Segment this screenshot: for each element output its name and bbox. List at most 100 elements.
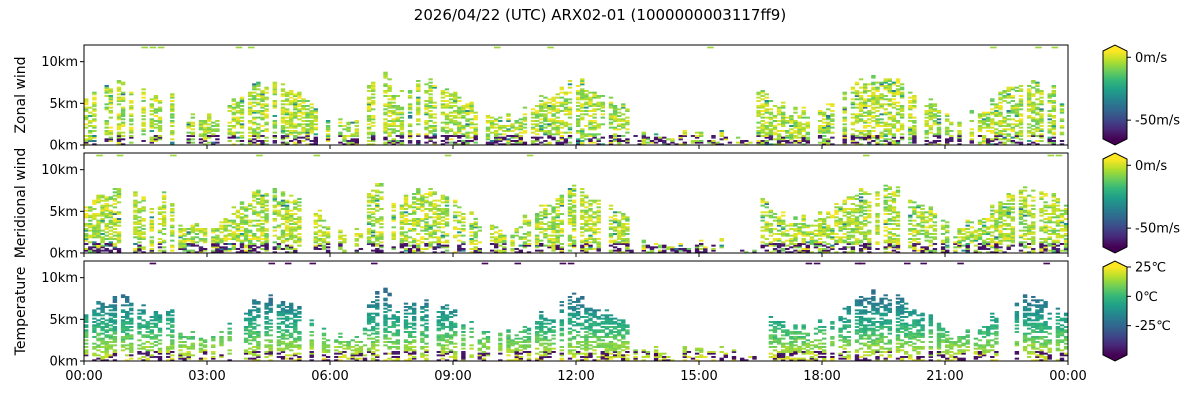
heatmap-cell [924,110,929,112]
heatmap-cell [391,121,396,124]
heatmap-cell [325,130,331,132]
heatmap-cell [428,194,433,197]
heatmap-cell [440,96,446,99]
heatmap-cell [641,239,646,242]
heatmap-cell [235,251,241,254]
heatmap-cell [88,208,93,210]
heatmap-cell [284,135,290,137]
heatmap-cell [801,143,806,146]
heatmap-cell [801,111,806,114]
heatmap-cell [375,234,380,237]
heatmap-cell [1014,131,1020,134]
heatmap-cell [842,203,847,205]
heatmap-cell [498,249,503,252]
heatmap-cell [198,121,204,124]
heatmap-cell [120,83,126,86]
heatmap-cell [428,96,433,99]
heatmap-cell [838,229,843,232]
heatmap-cell [231,243,236,245]
heatmap-cell [592,221,597,224]
heatmap-cell [161,246,167,249]
heatmap-cell [514,128,519,131]
heatmap-cell [1006,111,1011,114]
heatmap-cell [211,231,216,234]
heatmap-cell [891,81,897,84]
heatmap-cell [608,244,614,247]
heatmap-cell [92,213,97,215]
heatmap-cell [92,130,97,132]
heatmap-cell [863,246,868,249]
heatmap-cell [428,98,433,101]
heatmap-cell [112,213,118,215]
heatmap-cell [879,131,884,134]
heatmap-cell [170,239,175,242]
heatmap-cell [248,241,253,244]
heatmap-cell [371,194,376,197]
heatmap-cell [785,244,790,247]
heatmap-cell [846,251,851,254]
heatmap-cell [858,110,864,112]
heatmap-cell [1035,120,1040,122]
heatmap-cell [863,244,868,247]
heatmap-cell [440,130,446,132]
heatmap-cell [1031,103,1036,106]
heatmap-cell [834,209,839,212]
heatmap-cell [272,251,277,254]
heatmap-cell [248,221,253,224]
heatmap-cell [1002,125,1007,127]
heatmap-cell [776,229,782,232]
heatmap-cell [912,141,917,144]
heatmap-cell [801,239,806,242]
heatmap-cell [428,81,433,84]
heatmap-cell [264,193,269,195]
heatmap-cell [1051,95,1056,97]
heatmap-cell [387,133,392,136]
heatmap-cell [735,141,741,144]
heatmap-cell [104,198,109,200]
heatmap-cell [817,248,823,250]
heatmap-cell [1002,141,1007,144]
heatmap-cell [297,93,302,96]
heatmap-cell [325,246,331,249]
heatmap-cell [416,85,421,87]
heatmap-cell [84,140,89,142]
heatmap-cell [366,108,372,111]
heatmap-cell [412,223,417,225]
heatmap-cell [489,226,495,229]
heatmap-cell [260,219,265,222]
heatmap-cell [96,251,101,254]
heatmap-cell [842,138,847,141]
heatmap-cell [871,106,876,109]
heatmap-cell [387,141,392,144]
heatmap-cell [219,228,224,230]
heatmap-cell [863,86,868,89]
heatmap-cell [256,211,261,214]
heatmap-cell [842,228,847,230]
heatmap-cell [149,243,154,245]
heatmap-cell [182,228,187,230]
heatmap-cell [789,223,794,225]
heatmap-cell [399,106,405,109]
heatmap-cell [567,191,573,194]
heatmap-cell [399,211,405,214]
heatmap-cell [567,206,573,209]
heatmap-cell [387,105,392,107]
heatmap-cell [416,118,421,121]
heatmap-cell [297,96,302,99]
heatmap-cell [1047,93,1052,96]
heatmap-cell [371,241,376,244]
heatmap-cell [588,123,593,126]
heatmap-cell [371,100,376,102]
heatmap-cell [617,128,622,131]
heatmap-cell [321,226,327,229]
heatmap-cell [137,231,142,234]
heatmap-cell [547,118,552,121]
heatmap-cell [580,143,585,146]
heatmap-cell [699,135,704,137]
heatmap-cell [92,110,97,112]
heatmap-cell [522,244,528,247]
heatmap-cell [424,121,429,124]
heatmap-cell [358,233,364,235]
heatmap-cell [535,239,540,242]
heatmap-cell [461,218,466,220]
